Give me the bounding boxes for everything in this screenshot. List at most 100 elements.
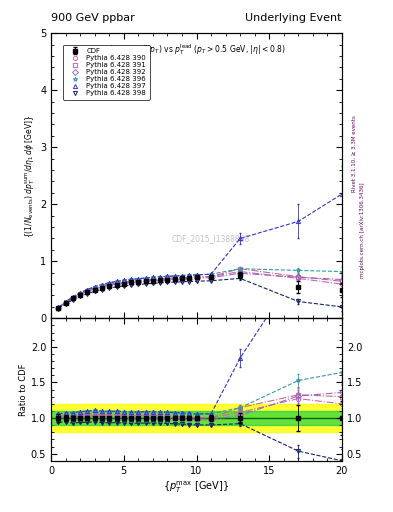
- Pythia 6.428 397: [173, 273, 177, 279]
- Pythia 6.428 397: [92, 284, 97, 290]
- Pythia 6.428 398: [114, 284, 119, 290]
- Y-axis label: $\{(1/N_{\rm events})\ dp_T^{\rm sum}/d\eta_1\,d\phi\ [\rm GeV]\}$: $\{(1/N_{\rm events})\ dp_T^{\rm sum}/d\…: [24, 114, 37, 238]
- Pythia 6.428 390: [107, 281, 112, 287]
- Line: Pythia 6.428 391: Pythia 6.428 391: [56, 267, 344, 310]
- Line: Pythia 6.428 397: Pythia 6.428 397: [56, 192, 344, 310]
- Pythia 6.428 397: [78, 290, 83, 296]
- Pythia 6.428 398: [92, 288, 97, 294]
- Pythia 6.428 390: [129, 278, 134, 284]
- Pythia 6.428 397: [194, 272, 199, 278]
- Pythia 6.428 391: [143, 277, 148, 283]
- Pythia 6.428 398: [238, 275, 242, 282]
- Pythia 6.428 396: [143, 275, 148, 281]
- Pythia 6.428 398: [71, 296, 75, 303]
- Pythia 6.428 396: [151, 274, 155, 281]
- Pythia 6.428 392: [173, 276, 177, 282]
- Pythia 6.428 396: [209, 271, 213, 278]
- Pythia 6.428 396: [71, 294, 75, 300]
- Line: Pythia 6.428 398: Pythia 6.428 398: [56, 276, 344, 311]
- Text: Rivet 3.1.10, ≥ 3.3M events: Rivet 3.1.10, ≥ 3.3M events: [352, 115, 357, 192]
- Pythia 6.428 392: [63, 300, 68, 306]
- Pythia 6.428 390: [158, 276, 163, 282]
- Pythia 6.428 391: [56, 305, 61, 311]
- Pythia 6.428 396: [180, 272, 184, 279]
- Pythia 6.428 391: [340, 278, 344, 284]
- Pythia 6.428 392: [85, 288, 90, 294]
- Pythia 6.428 390: [92, 285, 97, 291]
- Pythia 6.428 390: [78, 291, 83, 297]
- Pythia 6.428 391: [173, 275, 177, 281]
- Pythia 6.428 396: [107, 280, 112, 286]
- Bar: [51, 411, 342, 425]
- Pythia 6.428 396: [56, 305, 61, 311]
- Pythia 6.428 397: [238, 236, 242, 242]
- Pythia 6.428 396: [158, 274, 163, 280]
- Pythia 6.428 390: [151, 276, 155, 282]
- Pythia 6.428 390: [165, 275, 170, 282]
- Pythia 6.428 391: [107, 281, 112, 287]
- Pythia 6.428 396: [187, 272, 192, 278]
- Pythia 6.428 391: [71, 295, 75, 301]
- Pythia 6.428 398: [143, 281, 148, 287]
- Line: Pythia 6.428 390: Pythia 6.428 390: [56, 269, 344, 310]
- Pythia 6.428 398: [209, 278, 213, 284]
- Pythia 6.428 391: [85, 288, 90, 294]
- Line: Pythia 6.428 392: Pythia 6.428 392: [56, 271, 344, 310]
- Pythia 6.428 397: [296, 218, 301, 224]
- Pythia 6.428 392: [100, 284, 105, 290]
- Pythia 6.428 391: [100, 283, 105, 289]
- Pythia 6.428 390: [63, 299, 68, 305]
- Pythia 6.428 398: [180, 279, 184, 285]
- Pythia 6.428 392: [107, 282, 112, 288]
- Pythia 6.428 398: [151, 280, 155, 286]
- Pythia 6.428 392: [129, 279, 134, 285]
- Pythia 6.428 391: [78, 291, 83, 297]
- Pythia 6.428 397: [71, 294, 75, 300]
- Pythia 6.428 392: [340, 276, 344, 283]
- Pythia 6.428 396: [165, 273, 170, 280]
- Pythia 6.428 398: [56, 306, 61, 312]
- Pythia 6.428 397: [100, 282, 105, 288]
- Pythia 6.428 396: [340, 268, 344, 274]
- Pythia 6.428 392: [209, 274, 213, 281]
- Pythia 6.428 390: [187, 274, 192, 281]
- Pythia 6.428 392: [56, 305, 61, 311]
- Pythia 6.428 396: [85, 286, 90, 292]
- Pythia 6.428 392: [121, 280, 126, 286]
- Pythia 6.428 398: [187, 279, 192, 285]
- Pythia 6.428 398: [63, 301, 68, 307]
- Pythia 6.428 396: [114, 279, 119, 285]
- Pythia 6.428 391: [194, 274, 199, 280]
- Text: 900 GeV ppbar: 900 GeV ppbar: [51, 13, 135, 23]
- Pythia 6.428 392: [158, 277, 163, 283]
- Pythia 6.428 397: [165, 273, 170, 280]
- Pythia 6.428 397: [180, 272, 184, 279]
- Pythia 6.428 396: [78, 290, 83, 296]
- Pythia 6.428 392: [238, 270, 242, 276]
- Pythia 6.428 390: [296, 275, 301, 282]
- Text: Underlying Event: Underlying Event: [245, 13, 342, 23]
- Pythia 6.428 391: [129, 278, 134, 284]
- Pythia 6.428 397: [121, 278, 126, 284]
- Pythia 6.428 390: [114, 280, 119, 286]
- Pythia 6.428 390: [136, 278, 141, 284]
- Pythia 6.428 390: [56, 305, 61, 311]
- Pythia 6.428 397: [158, 274, 163, 280]
- Pythia 6.428 397: [143, 275, 148, 281]
- Pythia 6.428 398: [78, 293, 83, 300]
- Line: Pythia 6.428 396: Pythia 6.428 396: [56, 267, 344, 310]
- Pythia 6.428 392: [187, 275, 192, 282]
- Pythia 6.428 390: [143, 277, 148, 283]
- Pythia 6.428 391: [136, 278, 141, 284]
- Pythia 6.428 390: [340, 281, 344, 287]
- Pythia 6.428 396: [173, 273, 177, 279]
- Pythia 6.428 396: [136, 275, 141, 282]
- Pythia 6.428 391: [114, 280, 119, 286]
- Pythia 6.428 398: [340, 304, 344, 310]
- Text: Average $\Sigma(p_T)$ vs $p_T^{\rm lead}$ ($p_T > 0.5$ GeV, $|\eta| < 0.8$): Average $\Sigma(p_T)$ vs $p_T^{\rm lead}…: [108, 42, 285, 57]
- Pythia 6.428 398: [173, 279, 177, 285]
- Pythia 6.428 398: [121, 283, 126, 289]
- Pythia 6.428 390: [238, 268, 242, 274]
- Pythia 6.428 391: [151, 276, 155, 282]
- Pythia 6.428 397: [340, 191, 344, 197]
